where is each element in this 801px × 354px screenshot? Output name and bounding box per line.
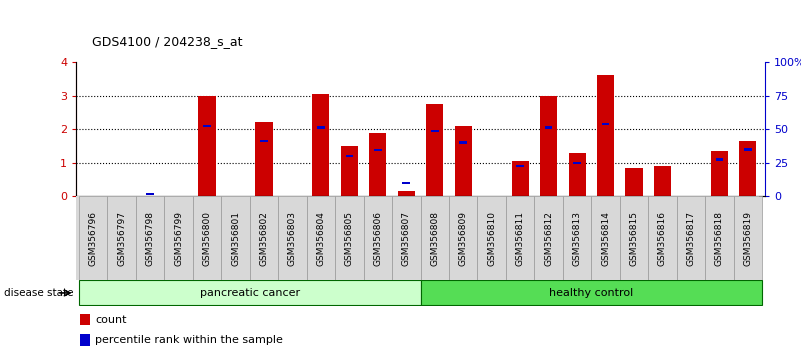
Bar [250, 196, 278, 280]
Bar [345, 155, 353, 157]
Text: GSM356808: GSM356808 [430, 211, 439, 266]
Bar [506, 196, 534, 280]
Bar [374, 149, 381, 151]
Bar [517, 165, 524, 167]
Bar [455, 126, 472, 196]
Text: GSM356819: GSM356819 [743, 211, 752, 266]
Bar [193, 196, 221, 280]
Bar [574, 162, 581, 164]
Text: percentile rank within the sample: percentile rank within the sample [95, 335, 283, 345]
Bar [312, 94, 329, 196]
Bar [402, 182, 410, 184]
Bar [426, 104, 443, 196]
Bar [398, 192, 415, 196]
Bar [734, 196, 762, 280]
Bar [460, 142, 467, 144]
Text: GSM356811: GSM356811 [516, 211, 525, 266]
Bar [512, 161, 529, 196]
Bar [540, 96, 557, 196]
Bar [477, 196, 506, 280]
Text: GSM356800: GSM356800 [203, 211, 211, 266]
Text: GSM356815: GSM356815 [630, 211, 638, 266]
Bar [147, 193, 154, 195]
Text: GSM356803: GSM356803 [288, 211, 297, 266]
Bar [654, 166, 671, 196]
Text: GSM356806: GSM356806 [373, 211, 382, 266]
Text: GSM356818: GSM356818 [715, 211, 724, 266]
Bar [744, 148, 751, 150]
Text: GSM356809: GSM356809 [459, 211, 468, 266]
Bar [364, 196, 392, 280]
Bar [221, 196, 250, 280]
Bar [79, 196, 107, 280]
Bar [260, 140, 268, 142]
Text: GSM356805: GSM356805 [345, 211, 354, 266]
Bar [449, 196, 477, 280]
Bar [79, 334, 90, 346]
Text: GSM356802: GSM356802 [260, 211, 268, 266]
Text: GSM356807: GSM356807 [402, 211, 411, 266]
Bar [602, 123, 610, 125]
Bar [626, 168, 642, 196]
Bar [107, 196, 136, 280]
Text: GSM356812: GSM356812 [544, 211, 553, 266]
Text: GSM356804: GSM356804 [316, 211, 325, 266]
Text: disease state: disease state [4, 288, 74, 298]
Bar [203, 125, 211, 127]
Bar [340, 146, 358, 196]
Bar [164, 196, 193, 280]
Text: pancreatic cancer: pancreatic cancer [199, 288, 300, 298]
Bar [256, 122, 272, 196]
Bar [591, 196, 620, 280]
Bar [278, 196, 307, 280]
Bar [421, 196, 449, 280]
Bar [335, 196, 364, 280]
Bar [569, 153, 586, 196]
Text: GDS4100 / 204238_s_at: GDS4100 / 204238_s_at [92, 35, 243, 48]
Bar [317, 126, 324, 129]
Text: GSM356816: GSM356816 [658, 211, 667, 266]
Text: GSM356801: GSM356801 [231, 211, 240, 266]
Bar [421, 280, 762, 305]
Text: healthy control: healthy control [549, 288, 634, 298]
Bar [715, 158, 723, 161]
Text: count: count [95, 315, 127, 325]
Text: GSM356817: GSM356817 [686, 211, 695, 266]
Text: GSM356814: GSM356814 [601, 211, 610, 266]
Bar [597, 75, 614, 196]
Bar [199, 96, 215, 196]
Bar [307, 196, 335, 280]
Bar [705, 196, 734, 280]
Text: GSM356797: GSM356797 [117, 211, 126, 266]
Bar [369, 133, 386, 196]
Bar [392, 196, 421, 280]
Text: GSM356798: GSM356798 [146, 211, 155, 266]
Text: GSM356796: GSM356796 [89, 211, 98, 266]
Bar [79, 280, 421, 305]
Bar [431, 130, 439, 132]
Bar [739, 141, 756, 196]
Bar [79, 314, 90, 325]
Bar [620, 196, 648, 280]
Bar [677, 196, 705, 280]
Bar [563, 196, 591, 280]
Text: GSM356799: GSM356799 [174, 211, 183, 266]
Bar [648, 196, 677, 280]
Bar [710, 151, 728, 196]
Text: GSM356813: GSM356813 [573, 211, 582, 266]
Text: GSM356810: GSM356810 [487, 211, 496, 266]
Bar [534, 196, 563, 280]
Bar [136, 196, 164, 280]
Bar [545, 126, 553, 129]
